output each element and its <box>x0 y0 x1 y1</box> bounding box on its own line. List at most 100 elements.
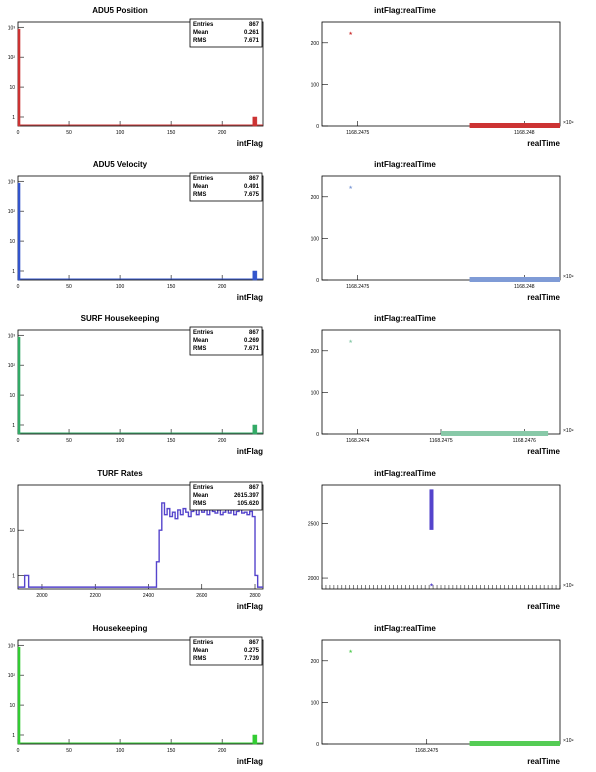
y-tick-label: 10 <box>9 239 15 245</box>
stats-key: Mean <box>193 30 209 36</box>
histogram-bar <box>252 424 258 435</box>
x-tick-label: 100 <box>116 438 125 444</box>
stats-value: 867 <box>249 22 260 28</box>
stats-key: RMS <box>193 501 206 507</box>
plot-frame <box>321 329 561 435</box>
scatter-point-column <box>429 489 434 530</box>
y-tick-label: 10 <box>9 393 15 399</box>
scatter-panel-0: intFlag:realTime realTime 0 100 200 1168.2475… <box>311 6 574 148</box>
x-tick-label: 100 <box>116 284 125 290</box>
x-tick-label: 1168.248 <box>514 284 535 290</box>
plot-frame <box>321 639 561 745</box>
y-tick-label: 10² <box>8 209 16 215</box>
stats-key: RMS <box>193 346 206 352</box>
y-tick-label: 1 <box>12 423 15 429</box>
y-tick-label: 2500 <box>308 521 319 527</box>
stats-value: 0.261 <box>244 30 260 36</box>
y-tick-label: 10 <box>9 85 15 91</box>
x-tick-label: 150 <box>167 438 176 444</box>
stats-key: Entries <box>193 176 214 182</box>
y-tick-label: 1 <box>12 269 15 275</box>
y-tick-label: 10² <box>8 363 16 369</box>
x-axis-exponent: ×10⁹ <box>563 583 574 589</box>
x-tick-label: 1168.2475 <box>346 284 369 290</box>
scatter-point: ★ <box>348 339 353 345</box>
y-tick-label: 1 <box>12 573 15 579</box>
plot-frame <box>17 484 264 590</box>
stats-box <box>189 326 263 356</box>
x-tick-label: 0 <box>17 438 20 444</box>
chart-title: intFlag:realTime <box>374 314 436 323</box>
y-tick-label: 2000 <box>308 576 319 582</box>
scatter-point: ★ <box>348 31 353 37</box>
y-tick-label: 100 <box>311 236 320 242</box>
scatter-point-band <box>469 277 560 282</box>
x-tick-label: 2600 <box>196 593 207 599</box>
scatter-panel-1: intFlag:realTime realTime 0 100 200 1168.2475… <box>311 160 574 302</box>
x-tick-label: 2800 <box>249 593 260 599</box>
y-tick-label: 100 <box>311 390 320 396</box>
chart-title: SURF Housekeeping <box>81 314 160 323</box>
y-tick-label: 10 <box>9 528 15 534</box>
x-axis-exponent: ×10⁹ <box>563 274 574 280</box>
y-tick-label: 10³ <box>8 643 16 649</box>
histogram-panel-1: ADU5 Velocity intFlag 1 10 10² 10³ 0 50 100 150 20… <box>8 160 264 302</box>
x-tick-label: 50 <box>66 284 72 290</box>
scatter-point: ★ <box>348 185 353 191</box>
histogram-panel-2: SURF Housekeeping intFlag 1 10 10² 10³ 0 50 100 1… <box>8 314 264 456</box>
stats-box <box>189 172 263 202</box>
y-tick-label: 0 <box>316 278 319 284</box>
y-tick-label: 10² <box>8 673 16 679</box>
x-tick-label: 1168.2475 <box>415 748 438 754</box>
plot-frame <box>321 484 561 590</box>
y-tick-label: 100 <box>311 82 320 88</box>
histogram-bar <box>252 734 258 745</box>
x-tick-label: 50 <box>66 748 72 754</box>
stats-box <box>189 18 263 48</box>
y-tick-label: 1 <box>12 733 15 739</box>
stats-value: 7.739 <box>244 656 260 662</box>
y-tick-label: 200 <box>311 349 320 355</box>
y-tick-label: 10² <box>8 55 16 61</box>
scatter-point: ★ <box>429 583 434 589</box>
histogram-panel-0: ADU5 Position intFlag 1 10 10² 10³ 0 50 100 150 20… <box>8 6 264 148</box>
x-tick-label: 50 <box>66 438 72 444</box>
chart-title: TURF Rates <box>97 469 143 478</box>
x-tick-label: 2200 <box>90 593 101 599</box>
histogram-panel-4: Housekeeping intFlag 1 10 10² 10³ 0 50 100 150 200… <box>8 624 264 766</box>
stats-box <box>189 636 263 666</box>
x-axis-label: realTime <box>527 602 560 611</box>
y-tick-label: 10³ <box>8 179 16 185</box>
x-tick-label: 200 <box>218 748 227 754</box>
y-tick-label: 100 <box>311 700 320 706</box>
x-tick-label: 150 <box>167 748 176 754</box>
x-tick-label: 200 <box>218 284 227 290</box>
stats-key: Mean <box>193 184 209 190</box>
x-axis-label: intFlag <box>237 293 263 302</box>
stats-value: 0.491 <box>244 184 260 190</box>
x-tick-label: 1168.248 <box>514 130 535 136</box>
x-tick-label: 2000 <box>36 593 47 599</box>
stats-value: 7.675 <box>244 192 260 198</box>
histogram-bar <box>17 336 21 435</box>
y-tick-label: 10³ <box>8 25 16 31</box>
y-tick-label: 200 <box>311 195 320 201</box>
x-tick-label: 1168.2475 <box>346 130 369 136</box>
x-tick-label: 50 <box>66 130 72 136</box>
x-tick-label: 100 <box>116 748 125 754</box>
stats-key: Mean <box>193 648 209 654</box>
histogram-panel-3: TURF Rates intFlag 1 10 2000 2200 2400 2600 2800… <box>9 469 264 611</box>
histogram-bar <box>252 116 258 127</box>
x-axis-label: intFlag <box>237 139 263 148</box>
y-tick-label: 0 <box>316 124 319 130</box>
x-axis-label: intFlag <box>237 602 263 611</box>
x-axis-label: intFlag <box>237 447 263 456</box>
chart-title: intFlag:realTime <box>374 624 436 633</box>
stats-key: Entries <box>193 485 214 491</box>
x-axis-exponent: ×10⁹ <box>563 738 574 744</box>
stats-value: 0.275 <box>244 648 260 654</box>
x-axis-label: realTime <box>527 757 560 766</box>
histogram-bar <box>17 646 21 745</box>
x-tick-label: 2400 <box>143 593 154 599</box>
scatter-panel-2: intFlag:realTime realTime 0 100 200 1168.2474… <box>311 314 574 456</box>
